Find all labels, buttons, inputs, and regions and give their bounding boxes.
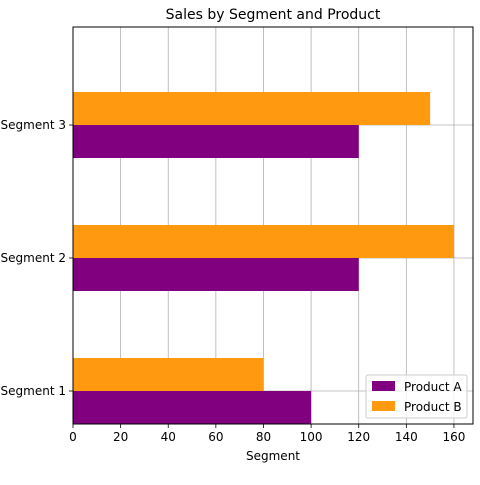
x-tick-label: 140: [395, 430, 418, 444]
bar-product-b-segment-2: [73, 225, 454, 258]
y-tick-label: Segment 1: [1, 384, 66, 398]
bar-product-a-segment-2: [73, 258, 359, 291]
x-tick-label: 60: [208, 430, 223, 444]
legend-label-product-a: Product A: [404, 380, 462, 394]
x-tick-label: 40: [161, 430, 176, 444]
x-tick-label: 20: [113, 430, 128, 444]
y-tick-label: Segment 3: [1, 118, 66, 132]
y-tick-label: Segment 2: [1, 251, 66, 265]
chart-title: Sales by Segment and Product: [166, 7, 381, 23]
x-tick-label: 100: [300, 430, 323, 444]
legend-label-product-b: Product B: [404, 400, 462, 414]
legend: Product A Product B: [365, 374, 468, 419]
bar-product-b-segment-3: [73, 92, 431, 125]
x-tick-label: 160: [442, 430, 465, 444]
bars: [73, 92, 454, 424]
legend-swatch-product-a: [372, 381, 395, 391]
x-tick-label: 120: [347, 430, 370, 444]
x-axis-label: Segment: [246, 449, 300, 463]
bar-product-a-segment-1: [73, 391, 312, 424]
bar-product-b-segment-1: [73, 358, 264, 391]
x-tick-label: 0: [69, 430, 77, 444]
bar-product-a-segment-3: [73, 125, 359, 158]
x-tick-label: 80: [256, 430, 271, 444]
plot-frame: [72, 26, 474, 425]
legend-swatch-product-b: [372, 401, 395, 411]
x-ticks: 0 20 40 60 80 100 120 140 160: [69, 424, 465, 444]
y-ticks: Segment 1 Segment 2 Segment 3: [1, 118, 73, 398]
